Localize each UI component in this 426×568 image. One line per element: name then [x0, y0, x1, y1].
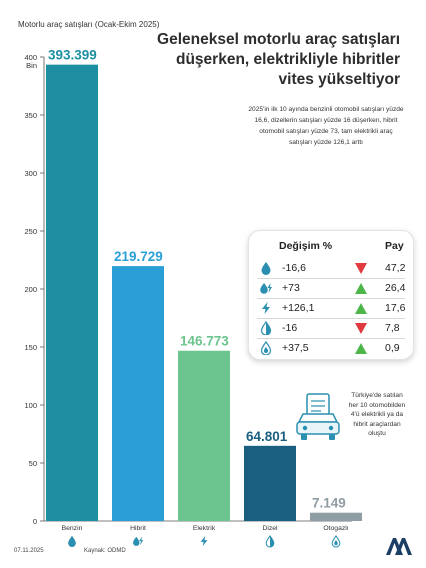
y-tick-label: 0: [33, 517, 37, 526]
hybrid-icon: [260, 283, 272, 294]
bar-value-label: 7.149: [312, 496, 346, 511]
gas-drop-icon: [260, 341, 272, 355]
row-divider: [257, 298, 405, 299]
footer-source: Kaynak: ODMD: [84, 548, 126, 554]
share-value: 7,8: [385, 322, 400, 334]
row-divider: [257, 318, 405, 319]
arrow-up-icon: [355, 303, 367, 314]
table-row: +37,5 0,9: [255, 339, 405, 359]
y-unit-label: Bin: [26, 61, 37, 70]
footer-date: 07.11.2025: [14, 548, 44, 554]
bar: [310, 512, 362, 521]
arrow-up-icon: [355, 343, 367, 354]
share-value: 0,9: [385, 342, 400, 354]
bar: [244, 445, 296, 521]
y-tick-label: 300: [24, 169, 37, 178]
table-row: +73 26,4: [255, 279, 405, 299]
bar-value-label: 393.399: [48, 48, 97, 63]
change-value: +126,1: [282, 302, 315, 314]
arrow-down-icon: [355, 263, 367, 274]
change-value: +73: [282, 282, 300, 294]
category-label: Dizel: [262, 525, 278, 532]
category-label: Benzin: [62, 525, 83, 532]
drop-icon: [261, 262, 271, 275]
hybrid-icon: [260, 283, 272, 294]
chart-title: Geleneksel motorlu araç satışları düşerk…: [157, 31, 400, 88]
bolt-icon: [200, 535, 208, 547]
drop-half-icon: [260, 321, 272, 335]
drop-half-icon: [265, 535, 275, 548]
car-document-icon: [296, 393, 340, 440]
category-label: Hibrit: [130, 525, 146, 532]
y-tick-label: 100: [24, 401, 37, 410]
column-header-change: Değişim %: [279, 240, 333, 252]
y-tick-label: 350: [24, 111, 37, 120]
arrow-up-icon: [355, 283, 367, 294]
hybrid-icon: [133, 536, 144, 546]
y-tick-label: 50: [29, 459, 37, 468]
bars: 393.399 Benzin 219.729 Hibrit 146.773 Elektri…: [46, 48, 362, 548]
gas-drop-icon: [331, 535, 341, 548]
bolt-icon: [262, 302, 270, 314]
row-divider: [257, 278, 405, 279]
table-row: -16,6 47,2: [255, 259, 405, 279]
change-value: -16: [282, 322, 298, 334]
change-value: -16,6: [282, 262, 306, 274]
arrow-down-icon: [355, 323, 367, 334]
y-tick-label: 150: [24, 343, 37, 352]
bar-value-label: 219.729: [114, 249, 163, 264]
drop-icon: [68, 535, 76, 547]
change-value: +37,5: [282, 342, 309, 354]
bar-value-label: 64.801: [246, 429, 288, 444]
category-label: Otogazlı: [323, 525, 348, 532]
y-tick-label: 400: [24, 53, 37, 62]
note-text: Türkiye'de satılan her 10 otomobilden 4'…: [348, 392, 406, 437]
table-row: +126,1 17,6: [255, 299, 405, 319]
table-row: -16 7,8: [255, 319, 405, 339]
bar: [112, 266, 164, 521]
bar-value-label: 146.773: [180, 334, 229, 349]
change-share-table: Değişim % Pay -16,6 47,2 +73 26,4 +126,1 17,6…: [248, 230, 414, 360]
category-label: Elektrik: [193, 525, 216, 532]
bolt-icon: [262, 302, 270, 314]
share-value: 47,2: [385, 262, 406, 274]
y-axis-title: Motorlu araç satışları (Ocak-Ekim 2025): [18, 20, 160, 29]
bar: [178, 350, 230, 521]
drop-half-icon: [260, 321, 272, 335]
column-header-share: Pay: [385, 240, 404, 252]
share-value: 26,4: [385, 282, 406, 294]
share-value: 17,6: [385, 302, 406, 314]
bar: [46, 64, 98, 521]
drop-icon: [261, 262, 271, 275]
row-divider: [257, 338, 405, 339]
y-tick-label: 200: [24, 285, 37, 294]
summary-text: 2025'in ilk 10 ayında benzinli otomobil …: [248, 106, 404, 146]
gas-drop-icon: [260, 341, 272, 355]
y-tick-label: 250: [24, 227, 37, 236]
aa-logo-icon: [386, 538, 412, 555]
